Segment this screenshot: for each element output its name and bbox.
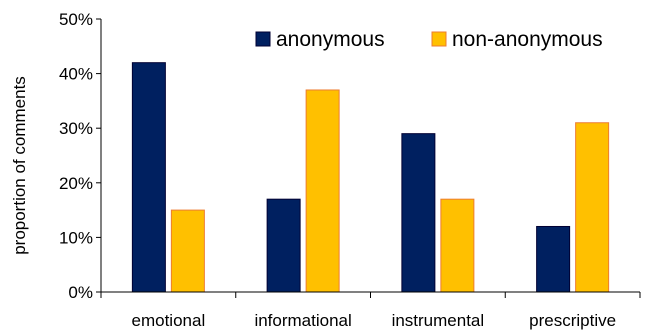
y-tick-label: 10% [59, 228, 93, 247]
legend-swatch-anonymous [255, 31, 271, 47]
y-axis-title: proportion of comments [10, 76, 29, 255]
y-tick-label: 0% [68, 283, 93, 302]
x-axis-categories: emotional informational instrumental prescr… [100, 292, 641, 330]
bar-non-anonymous-informational [305, 89, 340, 293]
y-tick-label: 20% [59, 174, 93, 193]
x-category-label: emotional [132, 311, 206, 330]
x-category-label: informational [254, 311, 351, 330]
bar-anonymous-instrumental [401, 133, 436, 293]
x-category-label: instrumental [392, 311, 485, 330]
y-axis-ticks: 0% 10% 20% 30% 40% 50% [59, 10, 101, 302]
legend-swatch-non-anonymous [431, 31, 447, 47]
legend: anonymous non-anonymous [255, 28, 603, 51]
y-tick-label: 30% [59, 119, 93, 138]
y-tick-label: 40% [59, 65, 93, 84]
bar-anonymous-informational [266, 198, 301, 293]
bar-non-anonymous-instrumental [440, 198, 475, 293]
bar-non-anonymous-emotional [170, 209, 205, 293]
legend-label-non-anonymous: non-anonymous [452, 28, 603, 51]
bars [131, 62, 610, 293]
bar-anonymous-prescriptive [536, 225, 571, 293]
bar-anonymous-emotional [131, 62, 166, 293]
y-tick-label: 50% [59, 10, 93, 29]
x-category-label: prescriptive [529, 311, 616, 330]
bar-non-anonymous-prescriptive [575, 122, 610, 293]
legend-label-anonymous: anonymous [276, 28, 385, 51]
